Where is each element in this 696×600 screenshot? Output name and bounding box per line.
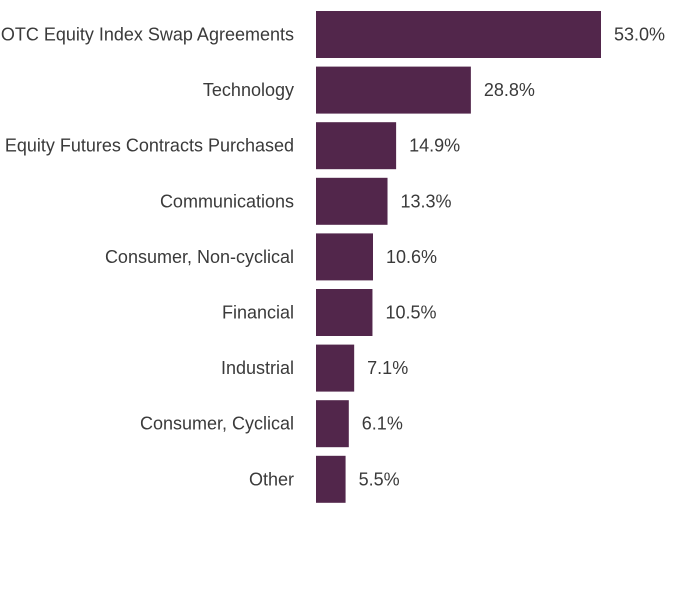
value-label-communications: 13.3% [401,191,452,211]
bar-otc-equity-index-swap-agreements [316,11,601,58]
category-label-consumer-cyclical: Consumer, Cyclical [140,414,294,434]
value-label-equity-futures-contracts-purchased: 14.9% [409,136,460,156]
value-label-consumer-cyclical: 6.1% [362,414,403,434]
bar-financial [316,289,373,336]
value-labels-group: 53.0% 28.8% 14.9% 13.3% 10.6% 10.5% 7.1% 6.1% 5.… [359,25,665,490]
bar-other [316,455,346,503]
category-label-otc-equity-index-swap-agreements: OTC Equity Index Swap Agreements [1,25,294,45]
value-label-other: 5.5% [359,469,400,489]
bars-group [316,11,601,503]
value-label-otc-equity-index-swap-agreements: 53.0% [614,25,665,45]
value-label-technology: 28.8% [484,80,535,100]
category-label-technology: Technology [203,80,294,100]
value-label-consumer-non-cyclical: 10.6% [386,247,437,267]
category-label-consumer-non-cyclical: Consumer, Non-cyclical [105,247,294,267]
category-label-communications: Communications [160,191,294,211]
bar-communications [316,177,388,225]
category-label-equity-futures-contracts-purchased: Equity Futures Contracts Purchased [5,136,294,156]
category-label-financial: Financial [222,303,294,323]
value-label-industrial: 7.1% [367,358,408,378]
value-label-financial: 10.5% [385,303,436,323]
category-label-industrial: Industrial [221,358,294,378]
bar-consumer-non-cyclical [316,233,373,281]
bar-consumer-cyclical [316,400,349,448]
category-label-other: Other [249,469,294,489]
bar-industrial [316,344,355,392]
bar-technology [316,66,471,114]
bar-equity-futures-contracts-purchased [316,122,397,170]
category-labels-group: OTC Equity Index Swap Agreements Technolo… [1,25,294,490]
